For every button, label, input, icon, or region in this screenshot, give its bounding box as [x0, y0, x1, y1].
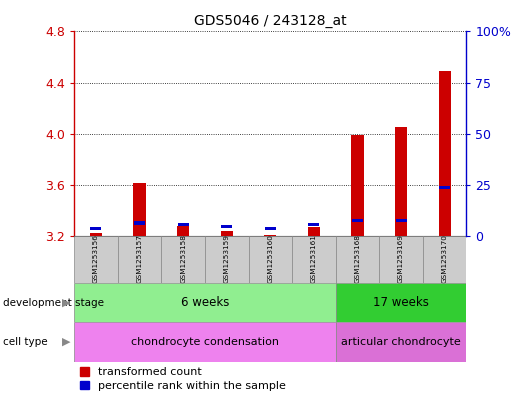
Bar — [379, 236, 423, 283]
Text: articular chondrocyte: articular chondrocyte — [341, 337, 461, 347]
Text: GSM1253158: GSM1253158 — [180, 234, 186, 283]
Bar — [90, 233, 102, 236]
Text: 6 weeks: 6 weeks — [181, 296, 229, 309]
Bar — [351, 135, 364, 236]
Bar — [177, 226, 189, 236]
Bar — [134, 184, 146, 236]
Text: chondrocyte condensation: chondrocyte condensation — [131, 337, 279, 347]
Text: development stage: development stage — [3, 298, 104, 308]
Bar — [395, 219, 407, 222]
Text: GSM1253156: GSM1253156 — [93, 234, 99, 283]
Bar — [265, 226, 276, 230]
Title: GDS5046 / 243128_at: GDS5046 / 243128_at — [194, 14, 347, 28]
Bar — [118, 236, 161, 283]
Bar — [221, 225, 232, 228]
Text: cell type: cell type — [3, 337, 47, 347]
Text: GSM1253169: GSM1253169 — [398, 234, 404, 283]
Bar — [423, 236, 466, 283]
Legend: transformed count, percentile rank within the sample: transformed count, percentile rank withi… — [80, 367, 286, 391]
Text: GSM1253160: GSM1253160 — [267, 234, 273, 283]
Bar — [335, 322, 466, 362]
Bar — [178, 223, 189, 226]
Text: GSM1253157: GSM1253157 — [137, 234, 143, 283]
Bar — [308, 223, 320, 226]
Text: 17 weeks: 17 weeks — [373, 296, 429, 309]
Bar — [249, 236, 292, 283]
Bar — [74, 236, 118, 283]
Bar — [205, 236, 249, 283]
Bar — [352, 219, 363, 222]
Text: ▶: ▶ — [62, 337, 70, 347]
Text: GSM1253161: GSM1253161 — [311, 234, 317, 283]
Bar — [91, 226, 101, 230]
Bar — [74, 322, 335, 362]
Bar — [395, 127, 407, 236]
Bar — [335, 283, 466, 322]
Text: GSM1253159: GSM1253159 — [224, 234, 229, 283]
Bar — [292, 236, 335, 283]
Bar — [74, 283, 335, 322]
Text: GSM1253168: GSM1253168 — [355, 234, 360, 283]
Bar — [308, 227, 320, 236]
Bar — [161, 236, 205, 283]
Bar — [438, 71, 450, 236]
Bar — [439, 185, 450, 189]
Bar — [220, 231, 233, 236]
Bar — [134, 221, 145, 225]
Bar — [335, 236, 379, 283]
Text: GSM1253170: GSM1253170 — [441, 234, 448, 283]
Text: ▶: ▶ — [62, 298, 70, 308]
Bar — [264, 235, 277, 236]
